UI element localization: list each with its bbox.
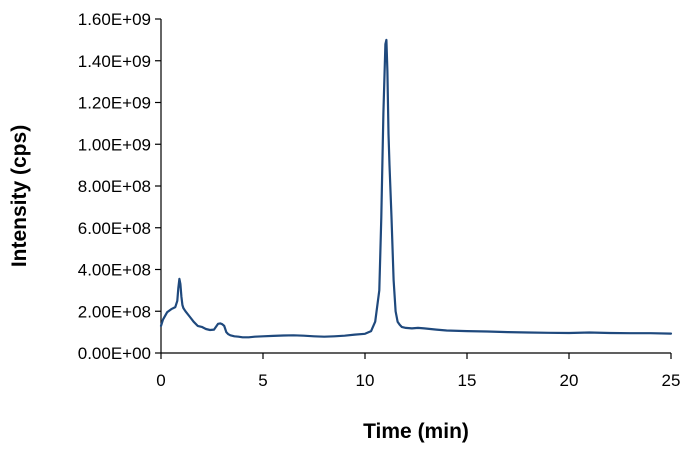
y-tick-label: 6.00E+08	[78, 219, 151, 238]
x-tick-label: 25	[662, 371, 681, 390]
x-tick-label: 0	[156, 371, 165, 390]
x-tick-label: 5	[258, 371, 267, 390]
y-tick-label: 2.00E+08	[78, 302, 151, 321]
x-axis-title: Time (min)	[363, 420, 469, 443]
y-tick-label: 4.00E+08	[78, 261, 151, 280]
y-axis-ticks: 0.00E+00 2.00E+08 4.00E+08 6.00E+08 8.00E+08…	[78, 10, 161, 363]
y-tick-label: 0.00E+00	[78, 344, 151, 363]
x-tick-label: 15	[458, 371, 477, 390]
x-axis-ticks: 0 5 10 15 20 25	[156, 353, 680, 390]
y-tick-label: 1.00E+09	[78, 135, 151, 154]
y-tick-label: 1.20E+09	[78, 94, 151, 113]
x-tick-label: 10	[356, 371, 375, 390]
y-axis-title: Intensity (cps)	[8, 125, 31, 267]
intensity-trace-line	[159, 38, 673, 339]
y-tick-label: 8.00E+08	[78, 177, 151, 196]
x-tick-label: 20	[560, 371, 579, 390]
y-tick-label: 1.40E+09	[78, 52, 151, 71]
y-tick-label: 1.60E+09	[78, 10, 151, 29]
